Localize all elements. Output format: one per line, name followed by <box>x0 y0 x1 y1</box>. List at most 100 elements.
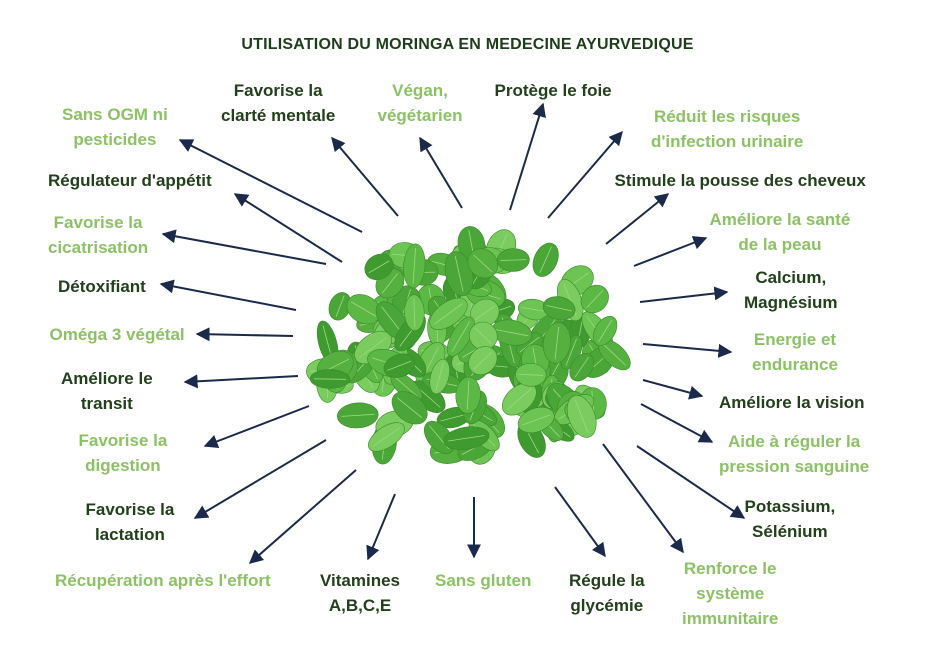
arrow-cicatrisation <box>161 229 327 265</box>
arrow-glycemie <box>554 486 606 558</box>
label-line: immunitaire <box>682 609 779 628</box>
leaf-vein <box>574 356 589 378</box>
label-detoxifiant: Détoxifiant <box>58 274 146 299</box>
leaf-vein <box>351 301 377 317</box>
label-line: Détoxifiant <box>58 277 146 296</box>
arrow-favorise-clarte <box>331 136 399 217</box>
leaf-vein <box>466 380 470 410</box>
label-line: clarté mentale <box>221 106 336 125</box>
leaf-vein <box>359 337 387 359</box>
arrow-sans-ogm <box>178 139 363 233</box>
label-line: Sans OGM ni <box>62 105 168 124</box>
leaf-vein <box>539 246 552 273</box>
label-line: Favorise la <box>233 81 323 100</box>
label-sans-ogm: Sans OGM ni pesticides <box>62 102 168 152</box>
arrow-transit <box>183 374 299 389</box>
label-recuperation: Récupération après l'effort <box>55 568 271 593</box>
label-line: Energie et <box>753 330 837 349</box>
label-line: Améliore la santé <box>709 210 851 229</box>
arrow-energie <box>642 343 733 358</box>
leaf-vein <box>521 414 551 426</box>
leaf-vein <box>474 327 492 345</box>
leaf-vein <box>454 256 464 292</box>
leaf-vein <box>412 248 416 284</box>
label-line: Sans gluten <box>435 571 532 590</box>
leaf-vein <box>575 399 589 433</box>
leaf-vein <box>565 338 577 366</box>
label-line: Améliore la vision <box>719 393 865 412</box>
label-line: de la peau <box>738 235 822 254</box>
label-immunitaire: Renforce le système immunitaire <box>682 556 778 631</box>
label-line: pesticides <box>73 130 157 149</box>
label-line: Récupération après l'effort <box>55 571 271 590</box>
leaf-vein <box>368 260 390 274</box>
label-favorise-clarte: Favorise la clarté mentale <box>221 78 335 128</box>
label-regulateur-appetit: Régulateur d'appétit <box>48 168 212 193</box>
arrow-calcium <box>639 286 729 303</box>
label-vegan: Végan, végétarien <box>378 78 463 128</box>
label-lactation: Favorise la lactation <box>86 497 175 547</box>
label-digestion: Favorise la digestion <box>79 428 168 478</box>
leaf-vein <box>341 413 375 417</box>
leaf-vein <box>521 307 548 312</box>
leaf-vein <box>473 254 493 273</box>
label-line: Sélénium <box>752 522 828 541</box>
leaf-vein <box>451 321 471 352</box>
label-glycemie: Régule la glycémie <box>569 568 645 618</box>
arrow-omega3 <box>195 327 294 342</box>
leaf-vein <box>435 362 444 391</box>
arrow-protege-foie <box>509 102 546 211</box>
label-line: cicatrisation <box>48 238 149 257</box>
label-line: Stimule la pousse des cheveux <box>614 171 866 190</box>
label-line: Potassium, <box>744 497 836 516</box>
arrow-vegan <box>419 136 463 209</box>
label-potassium: Potassium, Sélénium <box>745 494 836 544</box>
leaf-vein <box>440 413 467 422</box>
leaf-vein <box>434 303 463 325</box>
leaf-vein <box>519 336 540 353</box>
leaf-vein <box>372 427 401 447</box>
label-line: Favorise la <box>85 500 175 519</box>
label-calcium: Calcium, Magnésium <box>744 265 838 315</box>
leaf-vein <box>448 435 485 442</box>
leaf-vein <box>474 305 495 321</box>
label-line: Vitamines <box>320 571 401 590</box>
label-line: Améliore le <box>61 369 153 388</box>
leaf-vein <box>335 295 345 318</box>
leaf-vein <box>387 360 412 371</box>
label-protege-foie: Protège le foie <box>495 78 612 103</box>
label-line: Régule la <box>569 571 645 590</box>
label-line: Magnésium <box>744 293 838 312</box>
leaf-vein <box>586 290 604 308</box>
arrow-digestion <box>203 405 310 449</box>
arrow-sante-peau <box>633 236 708 267</box>
leaf-vein <box>381 273 399 294</box>
label-line: Régulateur d'appétit <box>48 171 212 190</box>
label-reduit-risques: Réduit les risques d'infection urinaire <box>651 104 803 154</box>
leaf-vein <box>413 298 416 328</box>
arrow-potassium <box>636 445 746 519</box>
leaf-vein <box>602 343 627 366</box>
arrow-stimule-cheveux <box>605 193 670 245</box>
label-line: transit <box>80 394 133 413</box>
arrow-detoxifiant <box>159 279 297 311</box>
label-line: Protège le foie <box>494 81 612 100</box>
leaf-vein <box>394 376 419 398</box>
label-line: Aide à réguler la <box>727 432 861 451</box>
arrow-reduit-risques <box>547 130 623 219</box>
arrow-lactation <box>193 439 327 519</box>
arrow-regulateur-appetit <box>233 193 343 263</box>
label-line: A,B,C,E <box>328 596 392 615</box>
label-sante-peau: Améliore la santé de la peau <box>710 207 851 257</box>
label-line: d'infection urinaire <box>651 132 804 151</box>
arrow-vision <box>642 379 704 400</box>
leaf-vein <box>598 319 613 343</box>
label-omega3: Oméga 3 végétal <box>50 322 185 347</box>
arrow-immunitaire <box>602 443 684 554</box>
label-line: Réduit les risques <box>653 107 801 126</box>
label-pression: Aide à réguler la pression sanguine <box>719 429 869 479</box>
label-cicatrisation: Favorise la cicatrisation <box>48 210 148 260</box>
